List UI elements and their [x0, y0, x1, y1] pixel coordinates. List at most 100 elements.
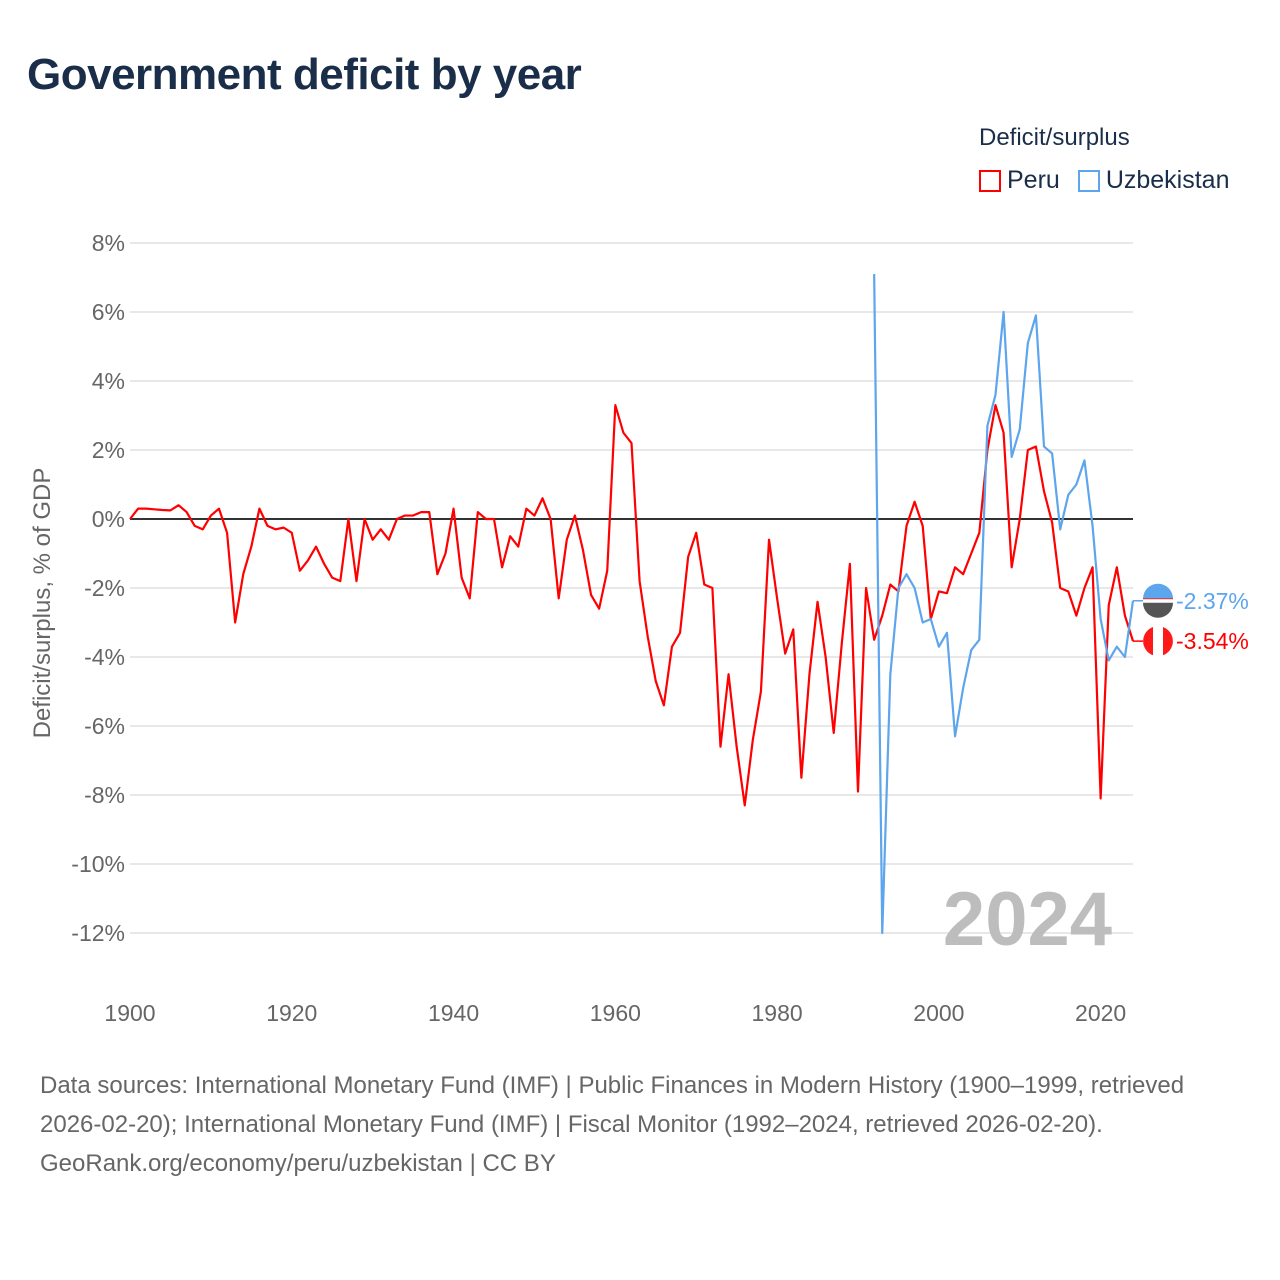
data-point-uzbekistan-2016	[1066, 493, 1070, 497]
chart-title: Government deficit by year	[27, 50, 582, 99]
data-point-peru-1971	[702, 583, 706, 587]
data-point-peru-1940	[452, 507, 456, 511]
data-sources: Data sources: International Monetary Fun…	[40, 1072, 1185, 1138]
credit-link[interactable]: GeoRank.org/economy/peru/uzbekistan | CC…	[40, 1150, 556, 1177]
series-line-uzbekistan[interactable]	[873, 274, 1135, 935]
data-point-peru-1943	[476, 510, 480, 514]
data-point-peru-1997	[913, 500, 917, 504]
data-point-uzbekistan-1999	[929, 617, 933, 621]
data-point-peru-1974	[727, 672, 731, 676]
data-point-uzbekistan-1998	[921, 621, 925, 625]
series-line-peru[interactable]	[129, 404, 1135, 807]
data-point-peru-1937	[427, 510, 431, 514]
data-point-uzbekistan-2018	[1082, 458, 1086, 462]
data-point-peru-2013	[1042, 489, 1046, 493]
data-point-uzbekistan-2020	[1099, 617, 1103, 621]
data-point-peru-2020	[1099, 796, 1103, 800]
data-point-peru-1908	[193, 524, 197, 528]
uzbekistan-flag-icon	[1143, 583, 1173, 618]
data-point-peru-1976	[743, 803, 747, 807]
data-point-peru-1905	[168, 508, 172, 512]
footer: Data sources: International Monetary Fun…	[40, 1066, 1240, 1183]
data-point-peru-1963	[638, 579, 642, 583]
data-point-uzbekistan-2013	[1042, 445, 1046, 449]
data-point-peru-1935	[411, 514, 415, 518]
data-point-peru-1994	[888, 583, 892, 587]
data-point-peru-1925	[330, 576, 334, 580]
legend-title: Deficit/surplus	[979, 124, 1130, 151]
end-value-label-uzbekistan: -2.37%	[1176, 588, 1249, 614]
data-point-peru-1985	[816, 600, 820, 604]
legend-item-peru[interactable]: Peru	[979, 166, 1060, 195]
data-point-peru-2011	[1026, 448, 1030, 452]
data-point-peru-1992	[872, 638, 876, 642]
data-point-peru-1996	[905, 524, 909, 528]
data-point-peru-1955	[573, 514, 577, 518]
data-point-peru-1906	[177, 503, 181, 507]
y-tick-label: 0%	[92, 506, 125, 532]
data-point-peru-1901	[136, 507, 140, 511]
data-point-uzbekistan-2014	[1050, 451, 1054, 455]
data-point-uzbekistan-2009	[1010, 455, 1014, 459]
data-point-peru-2019	[1091, 565, 1095, 569]
data-point-peru-1909	[201, 527, 205, 531]
data-point-uzbekistan-2002	[953, 734, 957, 738]
data-point-peru-1912	[225, 531, 229, 535]
x-tick-label: 2000	[913, 1000, 964, 1026]
data-point-peru-1958	[597, 607, 601, 611]
legend-item-uzbekistan[interactable]: Uzbekistan	[1077, 166, 1229, 195]
data-point-peru-2001	[945, 591, 949, 595]
data-point-peru-1991	[864, 586, 868, 590]
y-tick-label: 6%	[92, 299, 125, 325]
data-point-peru-1915	[249, 545, 253, 549]
data-point-peru-1960	[613, 403, 617, 407]
data-point-peru-1907	[185, 510, 189, 514]
data-point-peru-1914	[241, 572, 245, 576]
data-point-uzbekistan-2019	[1091, 524, 1095, 528]
data-point-peru-1932	[387, 538, 391, 542]
data-point-uzbekistan-2010	[1018, 427, 1022, 431]
data-point-peru-2021	[1107, 603, 1111, 607]
data-point-peru-1923	[314, 545, 318, 549]
data-point-peru-2022	[1115, 565, 1119, 569]
data-point-peru-1983	[799, 776, 803, 780]
data-point-peru-1917	[266, 524, 270, 528]
data-point-peru-1934	[403, 514, 407, 518]
data-point-peru-1952	[549, 517, 553, 521]
data-point-peru-1939	[443, 552, 447, 556]
x-tick-label: 1960	[590, 1000, 641, 1026]
data-point-peru-2009	[1010, 565, 1014, 569]
data-point-peru-2018	[1082, 586, 1086, 590]
data-point-peru-1977	[751, 738, 755, 742]
data-point-uzbekistan-1994	[888, 672, 892, 676]
data-point-peru-1957	[589, 593, 593, 597]
data-point-peru-1944	[484, 517, 488, 521]
data-point-peru-2012	[1034, 445, 1038, 449]
data-point-peru-1938	[435, 572, 439, 576]
data-point-peru-2017	[1074, 614, 1078, 618]
y-tick-label: -2%	[84, 575, 125, 601]
data-point-peru-1946	[500, 565, 504, 569]
data-point-uzbekistan-1993	[880, 931, 884, 935]
data-point-peru-1951	[541, 496, 545, 500]
data-point-peru-1989	[848, 562, 852, 566]
data-point-peru-1948	[516, 545, 520, 549]
data-point-peru-1967	[670, 645, 674, 649]
data-point-peru-1984	[807, 672, 811, 676]
data-point-peru-1975	[735, 745, 739, 749]
data-point-uzbekistan-2006	[985, 424, 989, 428]
data-point-peru-1936	[419, 510, 423, 514]
x-tick-label: 1980	[752, 1000, 803, 1026]
data-point-uzbekistan-2000	[937, 645, 941, 649]
data-point-peru-2003	[961, 572, 965, 576]
data-point-peru-1964	[646, 634, 650, 638]
data-point-peru-1920	[290, 531, 294, 535]
data-point-peru-1919	[282, 526, 286, 530]
data-point-peru-1990	[856, 790, 860, 794]
data-point-peru-1924	[322, 562, 326, 566]
data-point-peru-2008	[1002, 431, 1006, 435]
y-tick-label: 4%	[92, 368, 125, 394]
data-point-uzbekistan-2001	[945, 631, 949, 635]
y-tick-label: 8%	[92, 230, 125, 256]
data-point-peru-1902	[144, 507, 148, 511]
